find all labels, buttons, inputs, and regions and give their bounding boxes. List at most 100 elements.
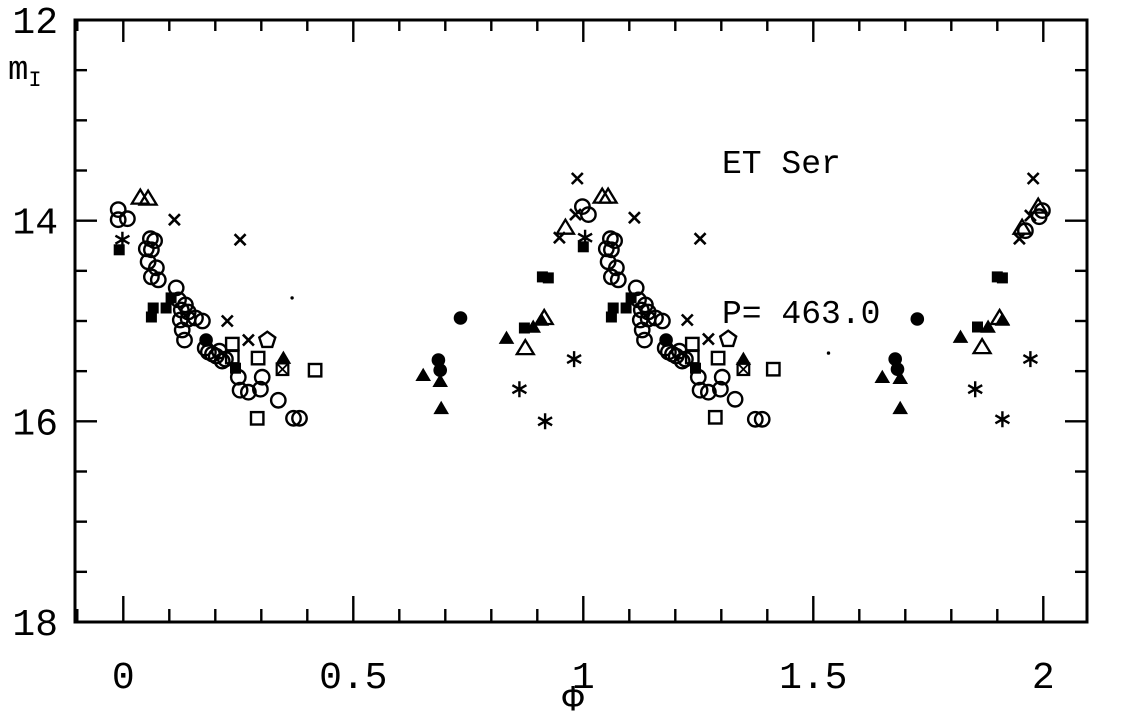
point-open-circle [606, 232, 623, 250]
axis-tick-labels: 0 0.5 1 1.5 2 12 14 16 18 [12, 2, 1054, 700]
point-cross [552, 231, 566, 245]
plot-frame [73, 18, 1089, 624]
point-open-square [765, 361, 781, 377]
point-open-square [710, 350, 726, 366]
point-open-circle [654, 312, 671, 330]
point-filled-square [145, 311, 157, 323]
point-filled-circle [659, 333, 673, 347]
point-cross [1026, 172, 1040, 185]
point-filled-circle [890, 362, 905, 376]
series-open-pentagon [257, 329, 738, 349]
point-open-circle [176, 331, 193, 349]
y-axis-unit-label: mI [8, 52, 42, 93]
point-open-circle [609, 271, 627, 289]
point-cross [167, 213, 181, 227]
point-open-square [684, 336, 700, 352]
point-open-square [249, 410, 265, 426]
point-filled-square [536, 271, 548, 283]
point-filled-circle [453, 311, 468, 325]
point-cross [1012, 232, 1026, 246]
point-open-circle [712, 380, 729, 398]
point-open-circle [285, 409, 302, 427]
axis-ticks [76, 18, 1086, 624]
point-open-circle [142, 241, 160, 259]
point-asterisk [994, 411, 1010, 428]
point-open-circle [109, 211, 127, 229]
point-filled-square [996, 272, 1008, 284]
point-asterisk [967, 381, 983, 398]
point-filled-triangle [892, 370, 908, 384]
y-tick-label: 18 [12, 604, 58, 647]
point-filled-triangle [433, 400, 449, 415]
point-asterisk [114, 231, 130, 248]
point-open-circle [726, 390, 744, 408]
point-open-circle [146, 232, 164, 250]
series-crossed-square [275, 362, 751, 377]
point-open-circle [253, 368, 271, 386]
point-filled-square [972, 321, 983, 333]
point-dot [290, 296, 294, 300]
point-filled-square [577, 241, 589, 253]
x-axis-label: Φ [562, 680, 584, 721]
period-label: P= 463.0 [722, 296, 881, 333]
chart-title-block: ET Ser P= 463.0 [722, 40, 880, 440]
series-filled-square [113, 241, 1008, 374]
y-axis-unit-main: m [8, 52, 29, 90]
x-tick-label: 0 [112, 657, 135, 700]
point-open-pentagon [257, 330, 277, 349]
point-open-circle [251, 380, 269, 398]
point-open-circle [269, 391, 287, 409]
series-cross [167, 172, 1040, 347]
point-filled-square [607, 302, 619, 314]
x-tick-label: 1.5 [779, 657, 847, 700]
point-open-circle [580, 206, 597, 224]
point-filled-square [230, 362, 241, 374]
series-open-triangle [129, 186, 1049, 356]
point-open-triangle [514, 337, 536, 356]
point-filled-circle [433, 363, 447, 377]
point-dot [826, 351, 831, 355]
data-points [109, 172, 1051, 430]
point-open-circle [291, 409, 308, 427]
point-filled-square [625, 292, 637, 304]
point-filled-square [542, 272, 554, 284]
point-filled-triangle [432, 373, 448, 387]
y-tick-label: 16 [12, 403, 58, 446]
point-cross [1023, 209, 1037, 223]
point-asterisk [511, 381, 527, 398]
y-tick-label: 12 [12, 2, 58, 45]
point-filled-triangle [525, 319, 541, 333]
x-tick-label: 1 [572, 657, 595, 700]
point-filled-triangle [735, 351, 752, 365]
point-open-triangle [1011, 217, 1033, 235]
point-open-circle [713, 368, 731, 386]
point-cross [569, 208, 582, 222]
point-cross [570, 172, 584, 185]
point-asterisk [566, 351, 582, 368]
point-cross [233, 233, 247, 247]
series-open-circle [109, 198, 1051, 428]
point-open-circle [239, 383, 257, 401]
point-open-circle [608, 259, 625, 277]
point-open-circle [691, 381, 709, 399]
point-open-circle [603, 241, 620, 259]
point-open-circle [746, 410, 764, 428]
point-open-circle [147, 259, 165, 277]
point-open-circle [119, 210, 136, 228]
point-filled-triangle [415, 367, 431, 381]
star-name-label: ET Ser [722, 146, 841, 183]
point-filled-triangle [980, 319, 996, 333]
point-filled-triangle [952, 329, 969, 343]
point-filled-square [690, 362, 701, 374]
point-cross [680, 313, 694, 327]
point-asterisk [537, 413, 553, 430]
point-open-circle [753, 410, 771, 428]
point-cross [693, 232, 707, 246]
point-filled-triangle [892, 400, 908, 415]
point-open-triangle [554, 217, 576, 235]
point-filled-circle [910, 312, 925, 326]
point-filled-triangle [533, 312, 550, 326]
point-cross [627, 211, 641, 225]
point-open-triangle [137, 188, 159, 206]
